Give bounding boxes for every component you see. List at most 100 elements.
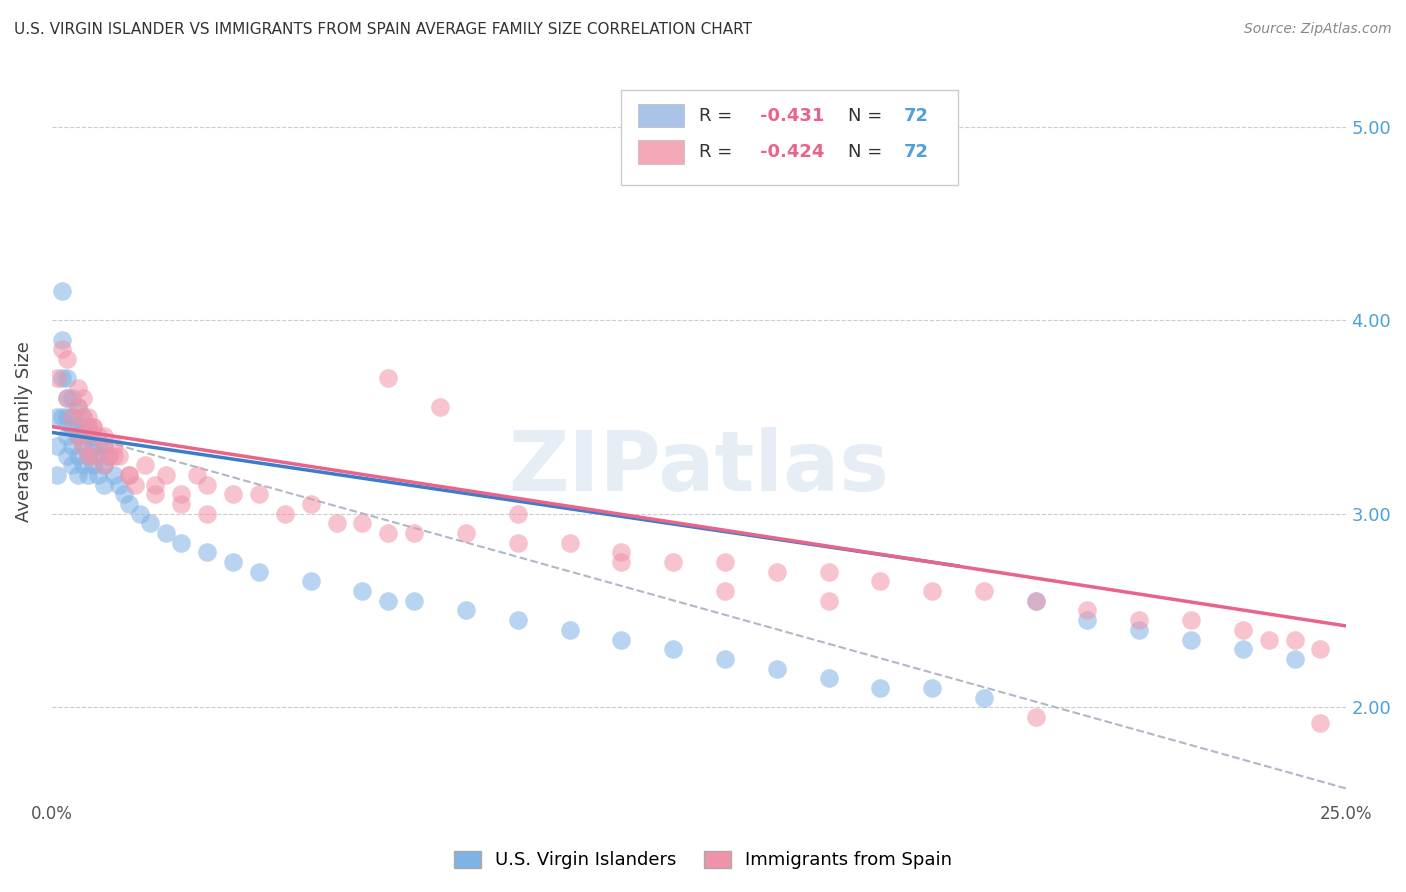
Point <box>45 439 67 453</box>
Point <box>87 468 110 483</box>
Point <box>765 565 787 579</box>
Point <box>765 662 787 676</box>
Point <box>87 429 110 443</box>
Point <box>77 429 100 443</box>
Point <box>1284 652 1306 666</box>
Point <box>93 458 115 473</box>
Point <box>103 468 125 483</box>
Point <box>77 419 100 434</box>
Point <box>186 468 208 483</box>
Point <box>352 584 374 599</box>
Point <box>714 555 737 569</box>
Point <box>170 535 193 549</box>
Point <box>170 487 193 501</box>
Point <box>51 342 73 356</box>
Text: Source: ZipAtlas.com: Source: ZipAtlas.com <box>1244 22 1392 37</box>
Point <box>377 526 399 541</box>
FancyBboxPatch shape <box>621 90 957 185</box>
Point <box>72 439 94 453</box>
Point <box>77 468 100 483</box>
Point <box>404 526 426 541</box>
Point <box>72 409 94 424</box>
Point <box>103 449 125 463</box>
Point <box>1180 613 1202 627</box>
Point <box>62 409 84 424</box>
Point <box>869 681 891 695</box>
Point <box>118 468 141 483</box>
Point <box>377 371 399 385</box>
Text: -0.424: -0.424 <box>759 143 824 161</box>
Point <box>610 545 633 559</box>
Point <box>62 391 84 405</box>
Point <box>299 497 322 511</box>
Point <box>108 477 131 491</box>
Text: R =: R = <box>699 143 738 161</box>
Point <box>1232 642 1254 657</box>
Point <box>62 439 84 453</box>
Point <box>62 419 84 434</box>
Point <box>103 439 125 453</box>
Point <box>454 603 477 617</box>
Point <box>377 594 399 608</box>
Point <box>1284 632 1306 647</box>
Point <box>66 449 89 463</box>
Point <box>558 623 581 637</box>
Point <box>51 333 73 347</box>
Text: U.S. VIRGIN ISLANDER VS IMMIGRANTS FROM SPAIN AVERAGE FAMILY SIZE CORRELATION CH: U.S. VIRGIN ISLANDER VS IMMIGRANTS FROM … <box>14 22 752 37</box>
Point <box>82 429 104 443</box>
Point <box>82 419 104 434</box>
Point <box>404 594 426 608</box>
Point <box>222 555 245 569</box>
Point <box>72 439 94 453</box>
Point <box>1309 715 1331 730</box>
FancyBboxPatch shape <box>638 140 683 163</box>
Point <box>56 409 79 424</box>
Point <box>506 535 529 549</box>
Point <box>610 632 633 647</box>
Point <box>66 429 89 443</box>
Point <box>1180 632 1202 647</box>
Text: -0.431: -0.431 <box>759 107 824 125</box>
Point <box>45 409 67 424</box>
Point <box>817 565 839 579</box>
Point <box>56 351 79 366</box>
Point <box>155 468 177 483</box>
Point <box>1128 623 1150 637</box>
Text: 72: 72 <box>904 107 928 125</box>
Text: R =: R = <box>699 107 738 125</box>
Point <box>714 584 737 599</box>
Point <box>1257 632 1279 647</box>
Point <box>195 545 218 559</box>
Text: 72: 72 <box>904 143 928 161</box>
Point <box>506 613 529 627</box>
Point <box>93 439 115 453</box>
Point <box>87 449 110 463</box>
Point <box>973 584 995 599</box>
Point <box>274 507 297 521</box>
Point <box>247 487 270 501</box>
Point <box>72 391 94 405</box>
Point <box>77 409 100 424</box>
Point <box>1025 594 1047 608</box>
Point <box>134 458 156 473</box>
Point <box>93 439 115 453</box>
Point <box>817 671 839 685</box>
Point <box>93 477 115 491</box>
Legend: U.S. Virgin Islanders, Immigrants from Spain: U.S. Virgin Islanders, Immigrants from S… <box>444 842 962 879</box>
Point <box>56 429 79 443</box>
Point <box>195 507 218 521</box>
Point <box>62 458 84 473</box>
Point <box>77 419 100 434</box>
Point <box>56 371 79 385</box>
Point <box>714 652 737 666</box>
Point <box>195 477 218 491</box>
Point <box>45 371 67 385</box>
Y-axis label: Average Family Size: Average Family Size <box>15 341 32 522</box>
Point <box>1025 594 1047 608</box>
Point <box>222 487 245 501</box>
Point <box>108 449 131 463</box>
Point <box>1309 642 1331 657</box>
FancyBboxPatch shape <box>638 104 683 128</box>
Point <box>662 555 685 569</box>
Point <box>1076 613 1098 627</box>
